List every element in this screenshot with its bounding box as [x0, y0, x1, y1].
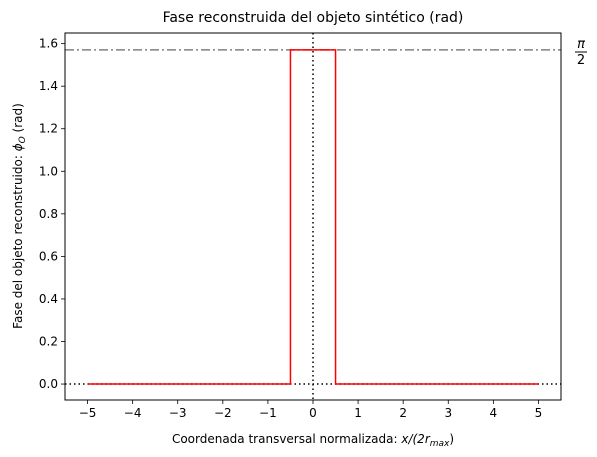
pi-label-denominator: 2 [577, 53, 585, 68]
y-tick-label: 1.6 [39, 37, 58, 51]
y-tick-label: 0.8 [39, 207, 58, 221]
x-tick-label: 3 [444, 406, 452, 420]
y-axis-label-sub: O [18, 136, 28, 143]
y-tick-label: 1.4 [39, 79, 58, 93]
reference-lines [65, 33, 561, 400]
x-axis-label-text: Coordenada transversal normalizada: [172, 432, 401, 446]
x-axis-ticks: −5 −4 −3 −2 −1 0 1 2 3 4 5 [79, 400, 543, 420]
y-tick-label: 0.4 [39, 292, 58, 306]
pi-over-two-label: π 2 [575, 37, 587, 68]
y-axis-ticks: 0.0 0.2 0.4 0.6 0.8 1.0 1.2 1.4 1.6 [39, 37, 65, 391]
x-tick-label: −3 [169, 406, 187, 420]
x-tick-label: 1 [354, 406, 362, 420]
x-tick-label: −2 [214, 406, 232, 420]
x-tick-label: 5 [535, 406, 543, 420]
x-tick-label: −1 [259, 406, 277, 420]
y-tick-label: 1.0 [39, 164, 58, 178]
y-axis-label: Fase del objeto reconstruido: ϕO (rad) [11, 103, 28, 329]
x-tick-label: 4 [490, 406, 498, 420]
x-tick-label: −5 [79, 406, 97, 420]
chart-title: Fase reconstruida del objeto sintético (… [163, 10, 464, 26]
y-axis-label-text: Fase del objeto reconstruido: [11, 151, 25, 329]
x-tick-label: 2 [399, 406, 407, 420]
x-tick-label: 0 [309, 406, 317, 420]
phase-series-line [87, 49, 539, 385]
pi-label-numerator: π [577, 37, 585, 52]
x-axis-label-math: x/(2r [400, 432, 430, 446]
y-tick-label: 0.2 [39, 334, 58, 348]
y-axis-label-close: (rad) [11, 103, 25, 136]
y-axis-label-math: ϕ [11, 143, 25, 151]
x-axis-label-close: ) [449, 432, 454, 446]
y-tick-label: 0.6 [39, 249, 58, 263]
series-layer [87, 49, 539, 385]
x-tick-label: −4 [124, 406, 142, 420]
y-tick-label: 0.0 [39, 377, 58, 391]
x-axis-label-sub: max [430, 439, 450, 449]
y-tick-label: 1.2 [39, 122, 58, 136]
x-axis-label: Coordenada transversal normalizada: x/(2… [172, 432, 454, 449]
